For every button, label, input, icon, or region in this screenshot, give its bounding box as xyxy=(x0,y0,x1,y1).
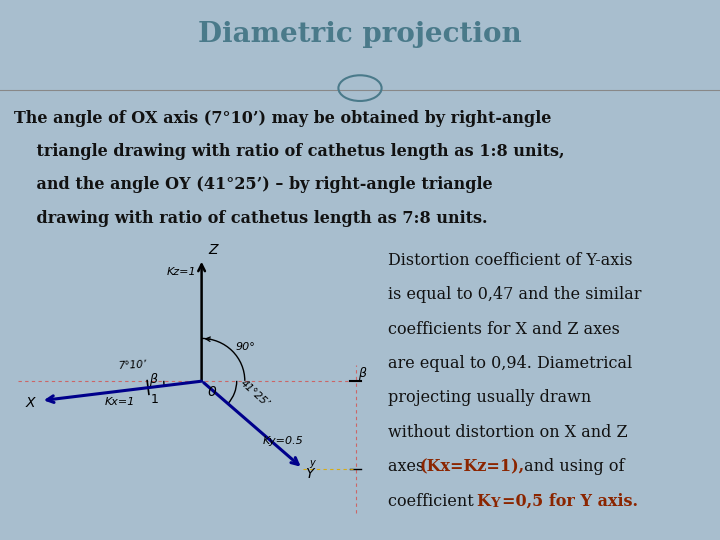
Text: (Kx=Kz=1),: (Kx=Kz=1), xyxy=(420,458,525,475)
Text: 7°10’: 7°10’ xyxy=(118,360,147,371)
Text: coefficient: coefficient xyxy=(388,492,479,510)
Text: Y: Y xyxy=(305,467,314,481)
Text: axes: axes xyxy=(388,458,430,475)
Text: Diametric projection: Diametric projection xyxy=(198,22,522,49)
Text: Ky=0.5: Ky=0.5 xyxy=(263,436,303,446)
Text: drawing with ratio of cathetus length as 7:8 units.: drawing with ratio of cathetus length as… xyxy=(14,210,488,227)
Text: 0: 0 xyxy=(207,384,216,399)
Text: 90°: 90° xyxy=(235,342,255,352)
Text: β: β xyxy=(148,373,157,386)
Text: y: y xyxy=(310,458,315,468)
Text: triangle drawing with ratio of cathetus length as 1:8 units,: triangle drawing with ratio of cathetus … xyxy=(14,143,565,160)
Text: and the angle OY (41°25’) – by right-angle triangle: and the angle OY (41°25’) – by right-ang… xyxy=(14,177,493,193)
Text: projecting usually drawn: projecting usually drawn xyxy=(388,389,591,407)
Text: coefficients for X and Z axes: coefficients for X and Z axes xyxy=(388,321,620,338)
Text: X: X xyxy=(26,396,35,410)
Text: β: β xyxy=(358,367,366,380)
Text: and using of: and using of xyxy=(519,458,624,475)
Text: =0,5 for Y axis.: =0,5 for Y axis. xyxy=(502,492,638,510)
Text: The angle of OX axis (7°10’) may be obtained by right-angle: The angle of OX axis (7°10’) may be obta… xyxy=(14,110,552,127)
Text: Z: Z xyxy=(208,242,217,256)
Text: is equal to 0,47 and the similar: is equal to 0,47 and the similar xyxy=(388,286,642,303)
Text: 41°25’: 41°25’ xyxy=(238,379,271,409)
Text: are equal to 0,94. Diametrical: are equal to 0,94. Diametrical xyxy=(388,355,632,372)
Text: Kx=1: Kx=1 xyxy=(104,397,135,407)
Text: 1: 1 xyxy=(150,393,158,407)
Text: Kz=1: Kz=1 xyxy=(166,267,196,277)
Text: without distortion on X and Z: without distortion on X and Z xyxy=(388,424,628,441)
Text: Y: Y xyxy=(490,497,500,510)
Text: Distortion coefficient of Y-axis: Distortion coefficient of Y-axis xyxy=(388,252,633,269)
Text: K: K xyxy=(476,492,490,510)
